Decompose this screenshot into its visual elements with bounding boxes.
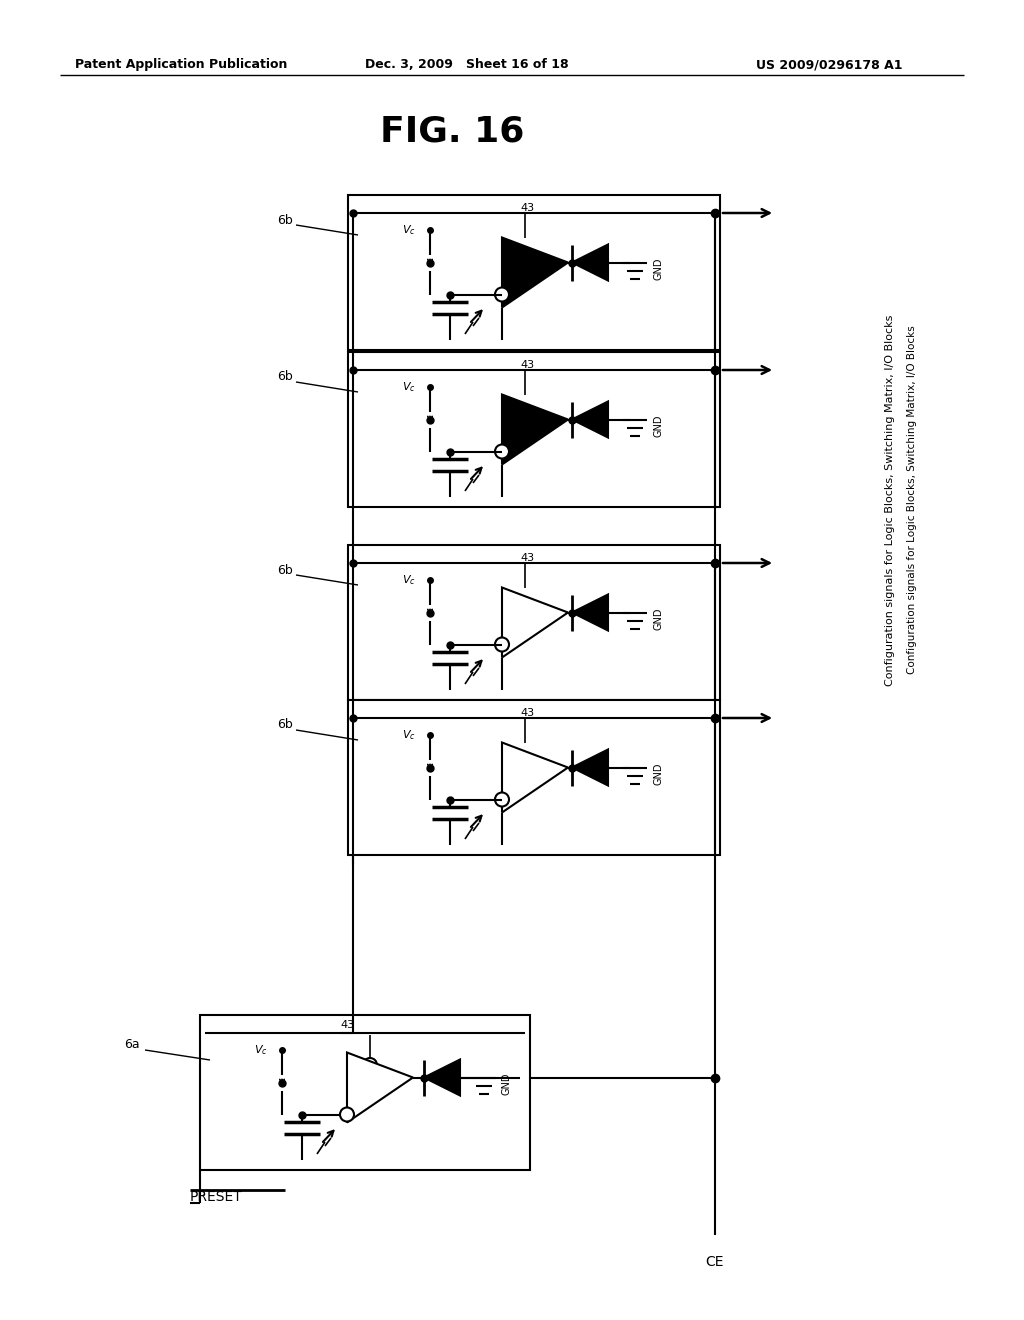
Text: 43: 43 [520,203,535,213]
Text: Configuration signals for Logic Blocks, Switching Matrix, I/O Blocks: Configuration signals for Logic Blocks, … [885,314,895,685]
Text: 6b: 6b [278,371,293,384]
Circle shape [495,638,509,652]
Text: CE: CE [706,1255,724,1269]
Polygon shape [572,401,608,437]
Polygon shape [572,244,608,281]
Bar [348,545,720,700]
Polygon shape [502,587,568,657]
Bar [348,195,720,350]
Polygon shape [502,742,568,813]
Polygon shape [424,1060,460,1096]
Circle shape [495,792,509,807]
Polygon shape [572,594,608,631]
Text: GND: GND [502,1072,512,1096]
Text: $V_c$: $V_c$ [254,1043,268,1057]
Polygon shape [502,395,568,465]
Polygon shape [502,238,568,308]
Text: GND: GND [653,607,663,630]
Polygon shape [347,1052,413,1122]
Text: 6b: 6b [278,718,293,731]
Text: Configuration signals for Logic Blocks, Switching Matrix, I/O Blocks: Configuration signals for Logic Blocks, … [907,326,918,675]
Bar [348,352,720,507]
Text: 43: 43 [520,360,535,370]
Text: FIG. 16: FIG. 16 [380,115,524,149]
Text: PRESET: PRESET [190,1191,243,1204]
Text: GND: GND [653,257,663,280]
Text: 6a: 6a [124,1039,140,1052]
Text: 43: 43 [520,553,535,564]
Circle shape [495,445,509,458]
Text: 6b: 6b [278,564,293,577]
Text: 43: 43 [340,1020,354,1030]
Text: $V_c$: $V_c$ [402,729,416,742]
Text: $V_c$: $V_c$ [402,223,416,236]
Circle shape [362,1059,377,1072]
Bar [200,1015,530,1170]
Circle shape [495,288,509,301]
Circle shape [340,1107,354,1122]
Text: 6b: 6b [278,214,293,227]
Text: $V_c$: $V_c$ [402,380,416,393]
Polygon shape [572,750,608,785]
Text: 43: 43 [520,708,535,718]
Text: $V_c$: $V_c$ [402,573,416,587]
Text: GND: GND [653,414,663,437]
Bar [348,700,720,855]
Text: GND: GND [653,763,663,785]
Text: Patent Application Publication: Patent Application Publication [75,58,288,71]
Text: US 2009/0296178 A1: US 2009/0296178 A1 [756,58,902,71]
Text: Dec. 3, 2009   Sheet 16 of 18: Dec. 3, 2009 Sheet 16 of 18 [365,58,568,71]
